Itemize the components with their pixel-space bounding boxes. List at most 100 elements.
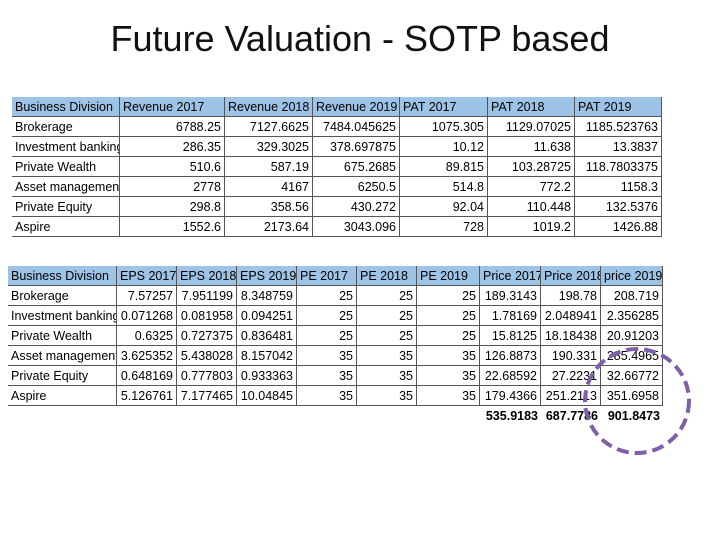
number-cell: 2173.64 xyxy=(225,217,313,237)
header-cell: Business Division xyxy=(12,97,120,117)
division-cell: Private Wealth xyxy=(12,157,120,177)
number-cell: 1426.88 xyxy=(575,217,662,237)
division-cell: Private Equity xyxy=(8,366,117,386)
number-cell: 25 xyxy=(357,286,417,306)
header-cell: PAT 2019 xyxy=(575,97,662,117)
header-cell: PE 2019 xyxy=(417,266,480,286)
number-cell: 0.933363 xyxy=(237,366,297,386)
number-cell: 251.2113 xyxy=(541,386,601,406)
number-cell: 11.638 xyxy=(488,137,575,157)
number-cell: 35 xyxy=(357,346,417,366)
number-cell: 22.68592 xyxy=(480,366,541,386)
total-cell: 901.8473 xyxy=(607,409,660,423)
number-cell: 358.56 xyxy=(225,197,313,217)
number-cell: 3.625352 xyxy=(117,346,177,366)
number-cell: 378.697875 xyxy=(313,137,400,157)
header-cell: EPS 2018 xyxy=(177,266,237,286)
number-cell: 190.331 xyxy=(541,346,601,366)
division-cell: Asset management xyxy=(12,177,120,197)
number-cell: 92.04 xyxy=(400,197,488,217)
number-cell: 285.4965 xyxy=(601,346,663,366)
division-cell: Aspire xyxy=(12,217,120,237)
number-cell: 728 xyxy=(400,217,488,237)
division-cell: Investment banking xyxy=(8,306,117,326)
division-cell: Aspire xyxy=(8,386,117,406)
number-cell: 1158.3 xyxy=(575,177,662,197)
number-cell: 0.777803 xyxy=(177,366,237,386)
header-cell: PAT 2018 xyxy=(488,97,575,117)
header-cell: EPS 2017 xyxy=(117,266,177,286)
number-cell: 675.2685 xyxy=(313,157,400,177)
division-cell: Brokerage xyxy=(8,286,117,306)
number-cell: 25 xyxy=(417,326,480,346)
number-cell: 25 xyxy=(417,286,480,306)
number-cell: 8.348759 xyxy=(237,286,297,306)
header-cell: Price 2018 xyxy=(541,266,601,286)
number-cell: 1552.6 xyxy=(120,217,225,237)
number-cell: 2.048941 xyxy=(541,306,601,326)
number-cell: 1075.305 xyxy=(400,117,488,137)
number-cell: 179.4366 xyxy=(480,386,541,406)
number-cell: 0.081958 xyxy=(177,306,237,326)
number-cell: 208.719 xyxy=(601,286,663,306)
number-cell: 198.78 xyxy=(541,286,601,306)
number-cell: 514.8 xyxy=(400,177,488,197)
number-cell: 10.12 xyxy=(400,137,488,157)
number-cell: 0.648169 xyxy=(117,366,177,386)
number-cell: 0.836481 xyxy=(237,326,297,346)
number-cell: 35 xyxy=(417,346,480,366)
number-cell: 7484.045625 xyxy=(313,117,400,137)
number-cell: 0.071268 xyxy=(117,306,177,326)
number-cell: 286.35 xyxy=(120,137,225,157)
number-cell: 20.91203 xyxy=(601,326,663,346)
number-cell: 32.66772 xyxy=(601,366,663,386)
number-cell: 1.78169 xyxy=(480,306,541,326)
total-cell: 687.7786 xyxy=(545,409,598,423)
number-cell: 0.094251 xyxy=(237,306,297,326)
number-cell: 35 xyxy=(417,386,480,406)
number-cell: 25 xyxy=(357,306,417,326)
number-cell: 35 xyxy=(297,386,357,406)
number-cell: 35 xyxy=(417,366,480,386)
number-cell: 6250.5 xyxy=(313,177,400,197)
number-cell: 5.438028 xyxy=(177,346,237,366)
number-cell: 25 xyxy=(357,326,417,346)
number-cell: 110.448 xyxy=(488,197,575,217)
slide-title: Future Valuation - SOTP based xyxy=(110,18,610,59)
number-cell: 7.951199 xyxy=(177,286,237,306)
number-cell: 7.177465 xyxy=(177,386,237,406)
number-cell: 3043.096 xyxy=(313,217,400,237)
header-cell: PAT 2017 xyxy=(400,97,488,117)
header-cell: Revenue 2019 xyxy=(313,97,400,117)
number-cell: 351.6958 xyxy=(601,386,663,406)
header-cell: EPS 2019 xyxy=(237,266,297,286)
number-cell: 7.57257 xyxy=(117,286,177,306)
header-cell: PE 2017 xyxy=(297,266,357,286)
header-cell: Price 2017 xyxy=(480,266,541,286)
number-cell: 5.126761 xyxy=(117,386,177,406)
number-cell: 1129.07025 xyxy=(488,117,575,137)
number-cell: 1185.523763 xyxy=(575,117,662,137)
number-cell: 1019.2 xyxy=(488,217,575,237)
number-cell: 18.18438 xyxy=(541,326,601,346)
number-cell: 25 xyxy=(297,286,357,306)
number-cell: 118.7803375 xyxy=(575,157,662,177)
number-cell: 298.8 xyxy=(120,197,225,217)
division-cell: Private Equity xyxy=(12,197,120,217)
total-cell: 535.9183 xyxy=(485,409,538,423)
number-cell: 13.3837 xyxy=(575,137,662,157)
header-cell: PE 2018 xyxy=(357,266,417,286)
number-cell: 7127.6625 xyxy=(225,117,313,137)
number-cell: 25 xyxy=(297,306,357,326)
number-cell: 89.815 xyxy=(400,157,488,177)
number-cell: 4167 xyxy=(225,177,313,197)
header-cell: Business Division xyxy=(8,266,117,286)
division-cell: Asset management xyxy=(8,346,117,366)
number-cell: 103.28725 xyxy=(488,157,575,177)
number-cell: 2.356285 xyxy=(601,306,663,326)
header-cell: price 2019 xyxy=(601,266,663,286)
number-cell: 25 xyxy=(417,306,480,326)
number-cell: 2778 xyxy=(120,177,225,197)
number-cell: 10.04845 xyxy=(237,386,297,406)
